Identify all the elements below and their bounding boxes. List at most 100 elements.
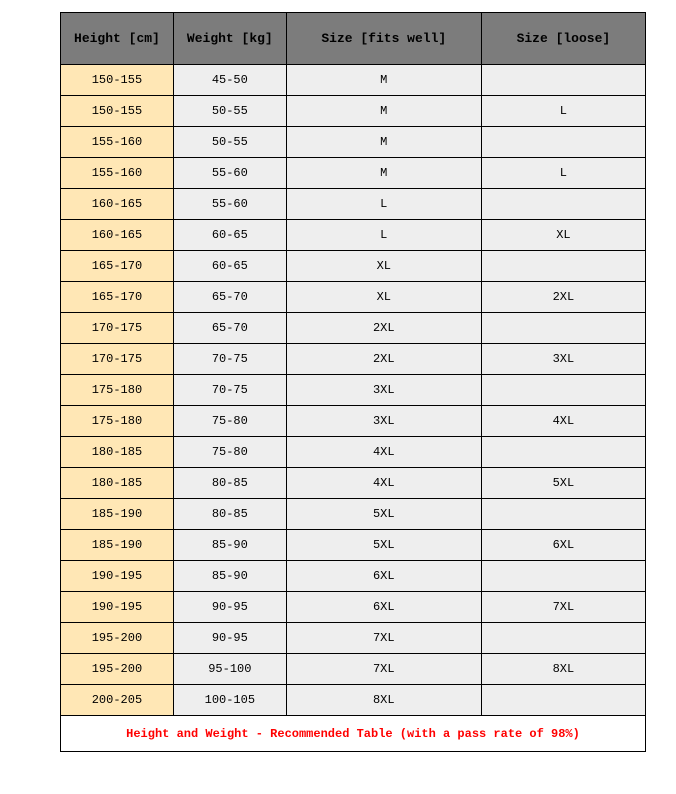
cell: 55-60 <box>173 189 286 220</box>
cell: 160-165 <box>61 189 174 220</box>
footer-text: Height and Weight - Recommended Table (w… <box>61 716 646 752</box>
cell: 7XL <box>286 623 481 654</box>
cell <box>481 313 645 344</box>
cell: XL <box>286 282 481 313</box>
cell: 2XL <box>286 313 481 344</box>
table-row: 180-18575-804XL <box>61 437 646 468</box>
cell: 45-50 <box>173 65 286 96</box>
table-row: 180-18580-854XL5XL <box>61 468 646 499</box>
cell: 8XL <box>481 654 645 685</box>
cell: 190-195 <box>61 561 174 592</box>
cell: M <box>286 96 481 127</box>
cell: XL <box>481 220 645 251</box>
cell: M <box>286 158 481 189</box>
cell: 150-155 <box>61 65 174 96</box>
cell: 155-160 <box>61 158 174 189</box>
cell: 4XL <box>481 406 645 437</box>
cell: 65-70 <box>173 282 286 313</box>
cell: 50-55 <box>173 127 286 158</box>
cell: 165-170 <box>61 282 174 313</box>
cell: 75-80 <box>173 406 286 437</box>
cell: 5XL <box>481 468 645 499</box>
cell: 85-90 <box>173 530 286 561</box>
cell: 185-190 <box>61 530 174 561</box>
cell: 195-200 <box>61 623 174 654</box>
cell <box>481 375 645 406</box>
cell: 60-65 <box>173 251 286 282</box>
cell: 85-90 <box>173 561 286 592</box>
cell: L <box>481 96 645 127</box>
cell: 3XL <box>286 406 481 437</box>
cell: 195-200 <box>61 654 174 685</box>
header-row: Height [cm] Weight [kg] Size [fits well]… <box>61 13 646 65</box>
table-row: 195-20090-957XL <box>61 623 646 654</box>
cell: 3XL <box>286 375 481 406</box>
cell: 60-65 <box>173 220 286 251</box>
cell: 80-85 <box>173 499 286 530</box>
col-header-weight: Weight [kg] <box>173 13 286 65</box>
table-row: 165-17065-70XL2XL <box>61 282 646 313</box>
cell: L <box>286 189 481 220</box>
cell: 2XL <box>481 282 645 313</box>
cell: 150-155 <box>61 96 174 127</box>
cell: 100-105 <box>173 685 286 716</box>
cell: 2XL <box>286 344 481 375</box>
cell: 175-180 <box>61 375 174 406</box>
table-row: 190-19590-956XL7XL <box>61 592 646 623</box>
table-body: 150-15545-50M150-15550-55ML155-16050-55M… <box>61 65 646 716</box>
cell: 55-60 <box>173 158 286 189</box>
cell: 75-80 <box>173 437 286 468</box>
table-row: 175-18070-753XL <box>61 375 646 406</box>
cell: 5XL <box>286 530 481 561</box>
table-row: 155-16050-55M <box>61 127 646 158</box>
cell: 6XL <box>481 530 645 561</box>
cell <box>481 623 645 654</box>
cell: 3XL <box>481 344 645 375</box>
footer-row: Height and Weight - Recommended Table (w… <box>61 716 646 752</box>
cell: 175-180 <box>61 406 174 437</box>
table-row: 200-205100-1058XL <box>61 685 646 716</box>
cell: 185-190 <box>61 499 174 530</box>
table-row: 185-19085-905XL6XL <box>61 530 646 561</box>
cell: 170-175 <box>61 344 174 375</box>
cell: XL <box>286 251 481 282</box>
cell: 95-100 <box>173 654 286 685</box>
cell: 4XL <box>286 468 481 499</box>
cell: M <box>286 127 481 158</box>
cell <box>481 499 645 530</box>
col-header-size-loose: Size [loose] <box>481 13 645 65</box>
cell: 170-175 <box>61 313 174 344</box>
cell: 180-185 <box>61 437 174 468</box>
cell <box>481 127 645 158</box>
table-row: 175-18075-803XL4XL <box>61 406 646 437</box>
cell: 80-85 <box>173 468 286 499</box>
cell: 7XL <box>286 654 481 685</box>
table-row: 195-20095-1007XL8XL <box>61 654 646 685</box>
size-table: Height [cm] Weight [kg] Size [fits well]… <box>60 12 646 752</box>
cell <box>481 561 645 592</box>
table-row: 170-17565-702XL <box>61 313 646 344</box>
cell: 70-75 <box>173 344 286 375</box>
cell: 180-185 <box>61 468 174 499</box>
cell: 5XL <box>286 499 481 530</box>
cell <box>481 685 645 716</box>
cell <box>481 189 645 220</box>
col-header-height: Height [cm] <box>61 13 174 65</box>
table-row: 190-19585-906XL <box>61 561 646 592</box>
table-row: 150-15545-50M <box>61 65 646 96</box>
table-row: 150-15550-55ML <box>61 96 646 127</box>
cell: M <box>286 65 481 96</box>
cell: 8XL <box>286 685 481 716</box>
cell: 165-170 <box>61 251 174 282</box>
cell: 4XL <box>286 437 481 468</box>
cell <box>481 437 645 468</box>
cell <box>481 65 645 96</box>
table-row: 165-17060-65XL <box>61 251 646 282</box>
cell: 90-95 <box>173 623 286 654</box>
cell: 6XL <box>286 592 481 623</box>
cell: 155-160 <box>61 127 174 158</box>
table-row: 160-16560-65LXL <box>61 220 646 251</box>
table-row: 170-17570-752XL3XL <box>61 344 646 375</box>
cell: 70-75 <box>173 375 286 406</box>
cell: 200-205 <box>61 685 174 716</box>
